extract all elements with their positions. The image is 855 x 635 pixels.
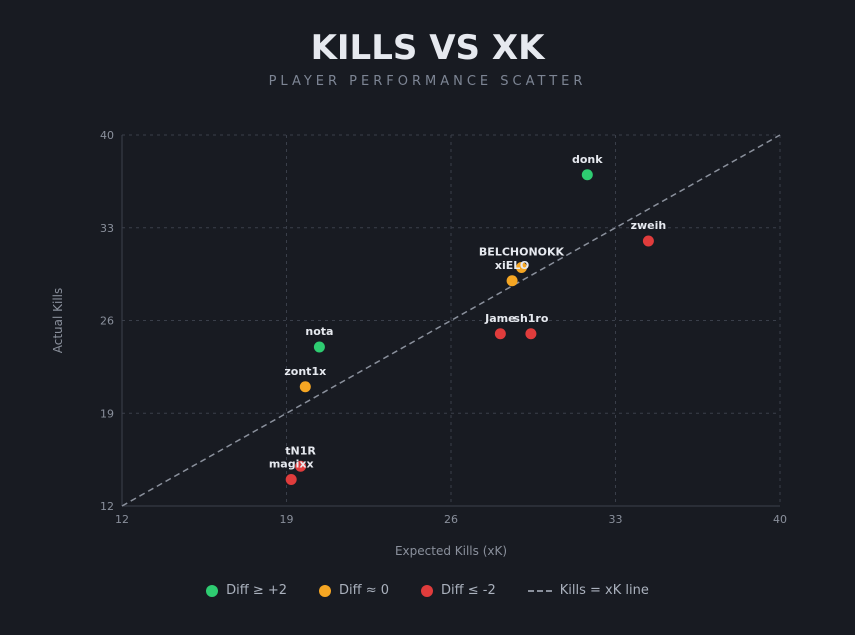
- grid-layer: [122, 134, 781, 506]
- x-tick-label: 40: [773, 513, 787, 526]
- y-tick-label: 33: [100, 222, 114, 235]
- y-axis-title: Actual Kills: [51, 288, 65, 354]
- legend-item-positive: Diff ≥ +2: [206, 583, 287, 598]
- x-tick-label: 33: [609, 513, 623, 526]
- point-label-jame: Jame: [484, 312, 515, 325]
- legend-label-negative: Diff ≤ -2: [441, 583, 496, 598]
- chart-subtitle: PLAYER PERFORMANCE SCATTER: [268, 74, 587, 89]
- point-label-zweih: zweih: [631, 219, 667, 232]
- x-axis-title: Expected Kills (xK): [395, 544, 507, 558]
- x-tick-label: 19: [280, 513, 294, 526]
- point-label-sh1ro: sh1ro: [513, 312, 548, 325]
- axis-layer: 12 19 26 33 40 12 19 26 33 40 Expected Kills (xK) A…: [51, 129, 787, 558]
- data-point-belchonokk: [516, 262, 527, 273]
- point-label-xielo: xiELO: [495, 259, 529, 272]
- data-point-tn1r: [295, 460, 307, 472]
- y-tick-label: 12: [100, 500, 114, 513]
- chart-legend: Diff ≥ +2 Diff ≈ 0 Diff ≤ -2 Kills = xK …: [0, 583, 855, 598]
- legend-marker-positive: [206, 584, 219, 597]
- data-point-nota: [313, 341, 325, 353]
- point-label-donk: donk: [572, 153, 603, 166]
- data-point-xielo: [506, 275, 518, 287]
- legend-marker-reference-line: [527, 589, 552, 592]
- point-label-belchonokk: BELCHONOKK: [479, 246, 565, 259]
- y-tick-label: 19: [100, 407, 114, 420]
- x-tick-label: 26: [444, 513, 458, 526]
- reference-line: [121, 134, 781, 507]
- legend-marker-negative: [421, 584, 434, 597]
- data-point-donk: [581, 169, 593, 181]
- y-tick-label: 40: [100, 129, 114, 142]
- legend-marker-neutral: [319, 584, 332, 597]
- data-point-zont1x: [299, 381, 311, 393]
- point-label-magixx: magixx: [269, 458, 314, 471]
- point-label-nota: nota: [305, 325, 333, 338]
- data-point-sh1ro: [525, 328, 537, 340]
- legend-label-positive: Diff ≥ +2: [226, 583, 288, 598]
- point-label-tn1r: tN1R: [285, 444, 316, 457]
- data-point-jame: [494, 328, 506, 340]
- chart-title: KILLS VS XK: [310, 28, 545, 68]
- legend-item-negative: Diff ≤ -2: [421, 583, 496, 598]
- reference-line-layer: [121, 134, 781, 507]
- points-layer: [285, 169, 654, 485]
- x-tick-label: 12: [115, 513, 129, 526]
- legend-label-reference: Kills = xK line: [559, 583, 649, 598]
- point-label-zont1x: zont1x: [284, 365, 326, 378]
- y-tick-label: 26: [100, 315, 114, 328]
- legend-label-neutral: Diff ≈ 0: [339, 583, 390, 598]
- legend-item-reference: Kills = xK line: [527, 583, 649, 598]
- data-point-zweih: [642, 235, 654, 247]
- data-point-magixx: [285, 474, 297, 485]
- legend-item-neutral: Diff ≈ 0: [319, 583, 389, 598]
